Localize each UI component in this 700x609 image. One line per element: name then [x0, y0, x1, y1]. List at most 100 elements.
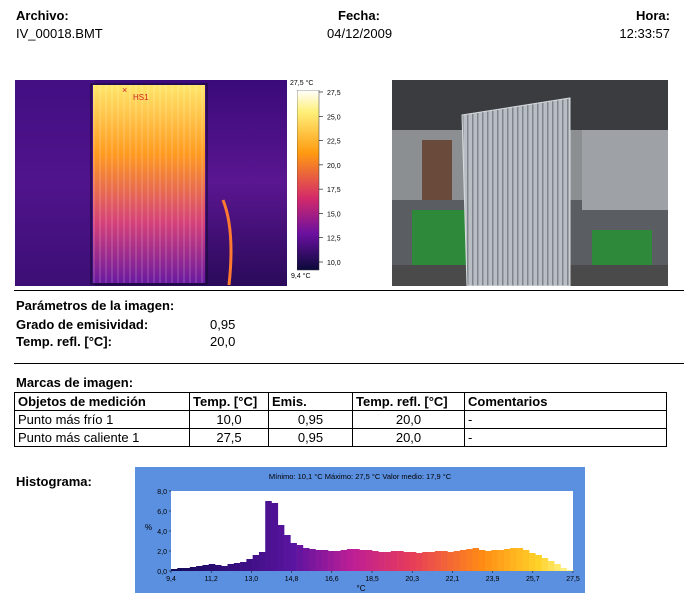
histogram-bar — [390, 551, 398, 571]
histogram-bar — [296, 545, 304, 571]
histogram-bar — [478, 550, 486, 571]
histogram-bar — [365, 550, 373, 571]
histogram-bar — [554, 564, 561, 571]
histogram-bar — [202, 565, 209, 571]
marks-title: Marcas de imagen: — [16, 375, 134, 390]
fecha-label: Fecha: — [338, 8, 380, 23]
col-temp: Temp. [°C] — [189, 392, 269, 411]
col-refl: Temp. refl. [°C] — [352, 392, 465, 411]
refl-temp-value: 20,0 — [210, 334, 236, 349]
cell-refl: 20,0 — [352, 410, 465, 429]
fecha-value: 04/12/2009 — [327, 26, 393, 41]
col-comments: Comentarios — [464, 392, 667, 411]
histogram-bar — [258, 552, 266, 571]
histogram-bar — [246, 559, 253, 571]
table-row: Punto más caliente 1 27,5 0,95 20,0 - — [14, 428, 667, 447]
histogram-bar — [409, 552, 417, 571]
histogram-bar — [177, 568, 184, 571]
visual-photo — [392, 80, 668, 286]
emissivity-value: 0,95 — [210, 317, 236, 332]
histogram-bar — [353, 549, 360, 571]
scale-top-label: 27,5 °C — [290, 80, 314, 87]
cell-emis: 0,95 — [268, 410, 353, 429]
scale-tick-label: 25,0 — [327, 114, 341, 121]
histogram-bar — [340, 550, 348, 571]
scale-tick-label: 20,0 — [327, 163, 341, 170]
hora-label: Hora: — [636, 8, 670, 23]
histogram-bar — [359, 550, 367, 571]
svg-text:×: × — [122, 85, 127, 95]
histogram-bar — [214, 565, 222, 571]
histogram-bar — [497, 550, 505, 571]
histogram-bar — [447, 552, 454, 571]
params-title: Parámetros de la imagen: — [16, 298, 175, 313]
marker-hs1: HS1 — [133, 93, 149, 102]
histogram-bar — [321, 550, 329, 571]
x-tick-label: 11,2 — [205, 576, 218, 583]
scale-tick-label: 27,5 — [327, 90, 341, 97]
histogram-bar — [566, 570, 574, 571]
cell-object: Punto más caliente 1 — [14, 428, 190, 447]
histogram-bar — [309, 549, 316, 571]
histogram-bar — [434, 551, 442, 571]
histogram-bar — [466, 549, 473, 571]
histogram-bar — [284, 535, 291, 571]
table-row: Punto más frío 1 10,0 0,95 20,0 - — [14, 410, 667, 429]
scale-tick-label: 22,5 — [327, 139, 341, 146]
histogram-bar — [240, 562, 247, 571]
histogram-bar — [547, 561, 555, 571]
y-axis-label: % — [145, 523, 152, 532]
x-tick-label: 27,5 — [566, 576, 580, 583]
emissivity-label: Grado de emisividad: — [16, 317, 149, 332]
histogram-label: Histograma: — [16, 474, 92, 489]
cell-comment: - — [464, 410, 667, 429]
y-tick-label: 4,0 — [157, 529, 167, 536]
x-tick-label: 16,6 — [325, 576, 339, 583]
histogram-bar — [233, 563, 241, 571]
histogram-bar — [196, 566, 203, 571]
cell-temp: 10,0 — [189, 410, 269, 429]
histogram-bar — [372, 551, 379, 571]
histogram-bar — [221, 566, 228, 571]
col-emis: Emis. — [268, 392, 353, 411]
y-tick-label: 2,0 — [157, 549, 167, 556]
histogram-bar — [516, 548, 524, 571]
archivo-value: IV_00018.BMT — [16, 26, 103, 41]
x-tick-label: 23,9 — [486, 576, 500, 583]
x-tick-label: 22,1 — [446, 576, 460, 583]
histogram-bar — [441, 551, 448, 571]
histogram-bar — [453, 551, 461, 571]
histogram-bar — [384, 552, 392, 571]
scale-tick-label: 15,0 — [327, 211, 341, 218]
thermal-scale: 27,5 25,0 22,5 20,0 17,5 15,0 12,5 10,0 — [297, 90, 341, 271]
histogram-bar — [522, 550, 530, 571]
histogram-bar — [378, 552, 385, 571]
histogram-bar — [485, 551, 492, 571]
refl-temp-label: Temp. refl. [°C]: — [16, 334, 112, 349]
histogram-bar — [315, 550, 323, 571]
histogram-bar — [459, 550, 467, 571]
x-tick-label: 25,7 — [526, 576, 540, 583]
histogram-bar — [428, 552, 436, 571]
scale-tick-label: 10,0 — [327, 260, 341, 267]
histogram-bar — [560, 568, 568, 571]
histogram-stats: Mínimo: 10,1 °C Máximo: 27,5 °C Valor me… — [269, 472, 452, 481]
histogram-bar — [529, 553, 536, 571]
histogram-bar — [541, 558, 549, 571]
x-tick-label: 20,3 — [405, 576, 419, 583]
measurement-table: Objetos de medición Temp. [°C] Emis. Tem… — [14, 392, 667, 447]
scale-tick-label: 17,5 — [327, 187, 341, 194]
thermal-image: × HS1 — [15, 80, 287, 286]
cell-refl: 20,0 — [352, 428, 465, 447]
y-tick-label: 8,0 — [157, 489, 167, 496]
y-tick-label: 0,0 — [157, 569, 167, 576]
cell-object: Punto más frío 1 — [14, 410, 190, 429]
histogram-bar — [277, 525, 285, 571]
table-header-row: Objetos de medición Temp. [°C] Emis. Tem… — [14, 392, 667, 411]
histogram-chart: Mínimo: 10,1 °C Máximo: 27,5 °C Valor me… — [135, 467, 585, 593]
histogram-bar — [334, 551, 341, 571]
histogram-bar — [227, 564, 235, 571]
histogram-bar — [189, 567, 197, 571]
histogram-bar — [503, 549, 511, 571]
col-objects: Objetos de medición — [14, 392, 190, 411]
